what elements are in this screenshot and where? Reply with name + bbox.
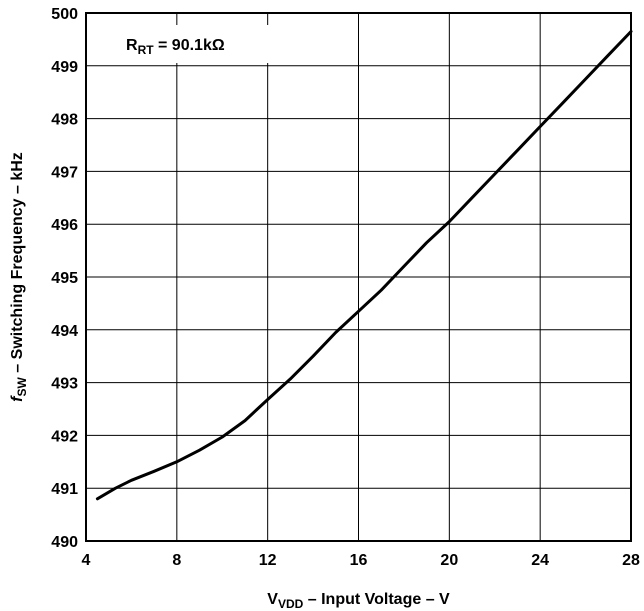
annot-sub: RT xyxy=(138,43,155,57)
y-tick-label: 491 xyxy=(51,481,78,498)
x-tick-label: 20 xyxy=(440,552,458,569)
annotation-box: RRT = 90.1kΩ xyxy=(116,25,276,63)
y-tick-label: 492 xyxy=(51,428,78,445)
rrt-annotation: RRT = 90.1kΩ xyxy=(126,37,225,57)
y-tick-label: 500 xyxy=(51,6,78,23)
x-tick-label: 16 xyxy=(350,552,368,569)
x-tick-label: 4 xyxy=(82,552,91,569)
series-line xyxy=(95,30,633,501)
annot-main: R xyxy=(126,37,138,54)
xlabel-sub: VDD xyxy=(278,597,304,611)
x-tick-label: 12 xyxy=(259,552,277,569)
x-axis-label: VVDD – Input Voltage – V xyxy=(267,591,450,611)
y-tick-label: 499 xyxy=(51,59,78,76)
y-tick-labels: 490 491 492 493 494 495 496 497 498 499 500 xyxy=(51,6,78,551)
y-tick-label: 498 xyxy=(51,112,78,129)
ylabel-main: f xyxy=(9,395,26,402)
grid xyxy=(85,12,632,542)
y-tick-label: 494 xyxy=(51,323,78,340)
y-tick-label: 490 xyxy=(51,534,78,551)
y-tick-label: 493 xyxy=(51,376,78,393)
plot-frame xyxy=(85,12,632,542)
y-axis-label: fSW – Switching Frequency – kHz xyxy=(9,152,29,402)
x-tick-label: 8 xyxy=(172,552,181,569)
annot-rest: = 90.1kΩ xyxy=(154,37,225,54)
y-tick-label: 497 xyxy=(51,164,78,181)
x-tick-label: 28 xyxy=(622,552,640,569)
ylabel-rest: – Switching Frequency – kHz xyxy=(9,152,26,377)
x-tick-labels: 4 8 12 16 20 24 28 xyxy=(82,552,640,569)
x-tick-label: 24 xyxy=(531,552,549,569)
y-tick-label: 496 xyxy=(51,217,78,234)
xlabel-rest: – Input Voltage – V xyxy=(303,591,450,608)
y-tick-label: 495 xyxy=(51,270,78,287)
ylabel-sub: SW xyxy=(15,376,29,396)
xlabel-main: V xyxy=(267,591,278,608)
